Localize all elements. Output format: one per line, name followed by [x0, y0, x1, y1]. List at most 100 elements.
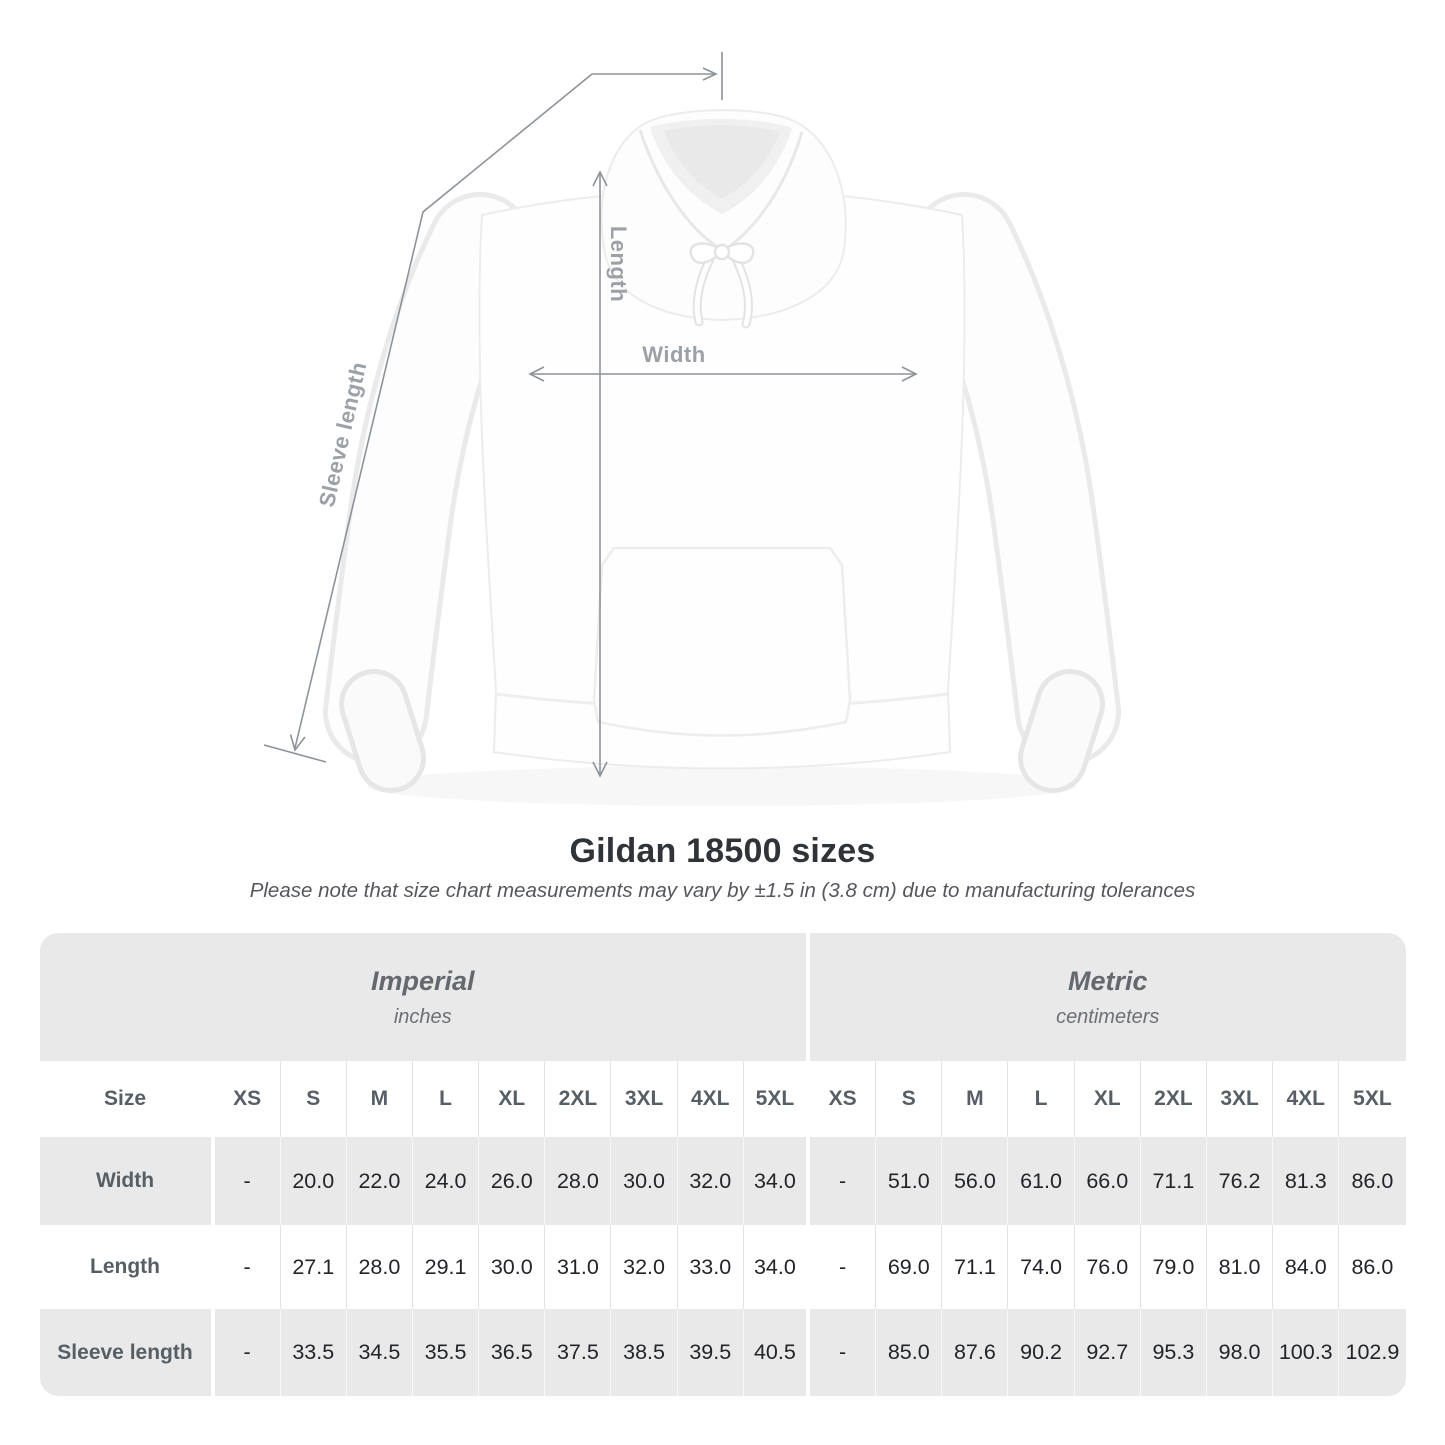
- imperial-group-header: Imperial inches: [40, 933, 810, 1061]
- metric-unit-label: centimeters: [1056, 1005, 1160, 1028]
- sleeve-imperial-2xl: 37.5: [545, 1309, 612, 1396]
- length-metric-4xl: 84.0: [1273, 1225, 1340, 1309]
- length-imperial-xl: 30.0: [479, 1225, 546, 1309]
- width-metric-xs: -: [810, 1137, 877, 1225]
- width-imperial-3xl: 30.0: [611, 1137, 678, 1225]
- size-header-imperial-5xl: 5XL: [744, 1061, 810, 1137]
- sleeve-end-tick-bottom: [263, 744, 327, 763]
- sleeve-measure-line: [294, 73, 716, 749]
- length-imperial-2xl: 31.0: [545, 1225, 612, 1309]
- sleeve-metric-m: 87.6: [942, 1309, 1009, 1396]
- width-imperial-s: 20.0: [281, 1137, 347, 1225]
- sleeve-metric-xs: -: [810, 1309, 877, 1396]
- sleeve-metric-5xl: 102.9: [1345, 1340, 1400, 1364]
- width-metric-m: 56.0: [942, 1137, 1009, 1225]
- sleeve-metric-4xl: 100.3: [1273, 1309, 1340, 1396]
- width-metric-s: 51.0: [876, 1137, 943, 1225]
- length-metric-l: 74.0: [1008, 1225, 1075, 1309]
- size-header-row: Size XS S M L XL 2XL 3XL 4XL 5XL XS S M …: [39, 1061, 1406, 1137]
- size-header-imperial-2xl: 2XL: [545, 1061, 612, 1137]
- width-imperial-4xl: 32.0: [678, 1137, 744, 1225]
- hoodie-figure-svg: Length Width Sleeve length: [263, 52, 1121, 806]
- width-measure-label: Width: [642, 342, 705, 367]
- size-header-metric-4xl: 4XL: [1273, 1061, 1340, 1137]
- width-imperial-xl: 26.0: [479, 1137, 546, 1225]
- imperial-label: Imperial: [370, 965, 475, 996]
- length-arrow-down-icon: [592, 761, 608, 778]
- sleeve-imperial-4xl: 39.5: [678, 1309, 744, 1396]
- size-header-imperial-xl: XL: [479, 1061, 546, 1137]
- width-arrow-right-icon: [901, 366, 918, 382]
- size-header-metric-xs: XS: [810, 1061, 877, 1137]
- length-metric-xl: 76.0: [1075, 1225, 1141, 1309]
- measurement-lines: [263, 52, 918, 778]
- size-table: Imperial inches Metric centimeters Size …: [39, 933, 1406, 1396]
- width-metric-5xl: 86.0: [1351, 1168, 1394, 1193]
- sleeve-arrow-right-icon: [702, 67, 718, 81]
- length-metric-3xl: 81.0: [1207, 1225, 1274, 1309]
- size-header-imperial-l: L: [413, 1061, 480, 1137]
- length-metric-2xl: 79.0: [1141, 1225, 1207, 1309]
- width-metric-3xl: 76.2: [1207, 1137, 1274, 1225]
- size-header-metric-2xl: 2XL: [1141, 1061, 1207, 1137]
- table-row-width: Width - 20.0 22.0 24.0 26.0 28.0 30.0 32…: [39, 1137, 1406, 1225]
- size-header-imperial-3xl: 3XL: [611, 1061, 678, 1137]
- size-header-metric-3xl: 3XL: [1207, 1061, 1274, 1137]
- size-header-metric-s: S: [876, 1061, 943, 1137]
- table-row-sleeve-length: Sleeve length - 33.5 34.5 35.5 36.5 37.5…: [39, 1309, 1406, 1396]
- width-arrow-left-icon: [528, 366, 545, 382]
- sleeve-metric-l: 90.2: [1008, 1309, 1075, 1396]
- width-imperial-2xl: 28.0: [545, 1137, 612, 1225]
- sleeve-metric-s: 85.0: [876, 1309, 943, 1396]
- size-header-imperial-s: S: [281, 1061, 347, 1137]
- length-arrow-up-icon: [592, 170, 608, 187]
- sleeve-imperial-m: 34.5: [347, 1309, 413, 1396]
- length-imperial-s: 27.1: [281, 1225, 347, 1309]
- width-metric-l: 61.0: [1008, 1137, 1075, 1225]
- length-metric-xs: -: [810, 1225, 877, 1309]
- width-metric-xl: 66.0: [1075, 1137, 1141, 1225]
- page-title: Gildan 18500 sizes: [569, 832, 876, 870]
- sleeve-imperial-s: 33.5: [281, 1309, 347, 1396]
- size-header-metric-xl: XL: [1075, 1061, 1141, 1137]
- length-imperial-l: 29.1: [413, 1225, 480, 1309]
- width-metric-4xl: 81.3: [1273, 1137, 1340, 1225]
- metric-label: Metric: [1067, 965, 1148, 996]
- size-header-metric-m: M: [942, 1061, 1009, 1137]
- sleeve-imperial-l: 35.5: [413, 1309, 480, 1396]
- size-header-metric-l: L: [1008, 1061, 1075, 1137]
- hoodie-measurement-figure: Length Width Sleeve length: [263, 52, 1121, 806]
- size-header-imperial-xs: XS: [215, 1061, 281, 1137]
- imperial-unit-label: inches: [393, 1005, 452, 1028]
- unit-band-row: Imperial inches Metric centimeters: [39, 933, 1406, 1061]
- sleeve-imperial-5xl: 40.5: [744, 1309, 810, 1396]
- width-metric-2xl: 71.1: [1141, 1137, 1207, 1225]
- sleeve-imperial-3xl: 38.5: [611, 1309, 678, 1396]
- length-imperial-5xl: 34.0: [744, 1225, 810, 1309]
- length-metric-m: 71.1: [942, 1225, 1009, 1309]
- length-metric-5xl: 86.0: [1351, 1254, 1394, 1279]
- size-header-imperial-4xl: 4XL: [678, 1061, 744, 1137]
- sleeve-imperial-xs: -: [215, 1309, 281, 1396]
- sleeve-metric-3xl: 98.0: [1207, 1309, 1274, 1396]
- sleeve-metric-xl: 92.7: [1075, 1309, 1141, 1396]
- hoodie-illustration: [323, 109, 1121, 806]
- length-measure-label: Length: [606, 226, 631, 302]
- length-metric-s: 69.0: [876, 1225, 943, 1309]
- metric-group-header: Metric centimeters: [810, 933, 1406, 1061]
- size-header-imperial-m: M: [347, 1061, 413, 1137]
- size-column-header: Size: [40, 1061, 215, 1137]
- tolerance-note: Please note that size chart measurements…: [249, 879, 1196, 902]
- width-imperial-5xl: 34.0: [744, 1137, 810, 1225]
- length-imperial-m: 28.0: [347, 1225, 413, 1309]
- length-imperial-xs: -: [215, 1225, 281, 1309]
- length-imperial-4xl: 33.0: [678, 1225, 744, 1309]
- row-label-sleeve-length: Sleeve length: [40, 1309, 215, 1396]
- size-header-metric-5xl: 5XL: [1353, 1087, 1392, 1110]
- row-label-length: Length: [40, 1225, 215, 1309]
- width-imperial-m: 22.0: [347, 1137, 413, 1225]
- row-label-width: Width: [40, 1137, 215, 1225]
- sleeve-imperial-xl: 36.5: [479, 1309, 546, 1396]
- sleeve-metric-2xl: 95.3: [1141, 1309, 1207, 1396]
